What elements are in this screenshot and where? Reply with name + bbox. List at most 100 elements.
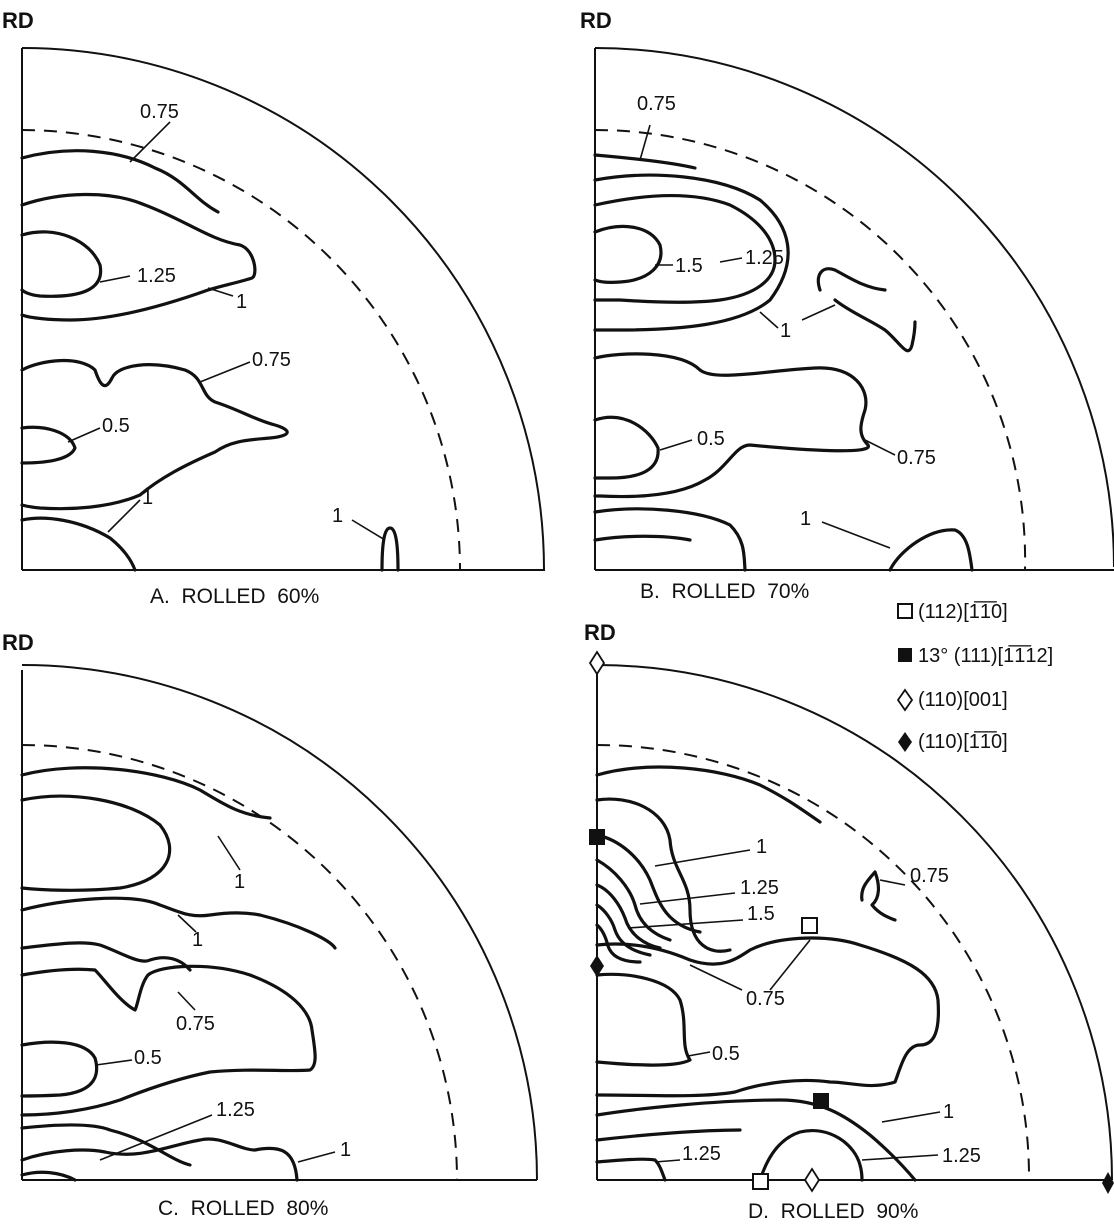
- panel-a-caption: A. ROLLED 60%: [150, 585, 319, 608]
- panel-d-contour-label: 1.25: [740, 877, 779, 899]
- open-square-icon: [752, 1173, 769, 1190]
- panel-d-contour-label: 1.25: [942, 1145, 981, 1167]
- panel-d-contour-label: 1.25: [682, 1143, 721, 1165]
- panel-d-contour: [595, 797, 732, 953]
- panel-d-contour: [595, 903, 652, 957]
- panel-b-contour-label: 0.75: [637, 93, 676, 115]
- filled-diamond-icon: [1102, 1172, 1114, 1194]
- panel-d-dashed-arc: [596, 744, 1031, 1181]
- filled-square-icon: [813, 1093, 829, 1109]
- panel-c-caption: C. ROLLED 80%: [158, 1197, 328, 1220]
- panel-b-contour: [833, 298, 917, 353]
- panel-c-contour: [20, 766, 272, 820]
- panel-d-contour: [595, 765, 822, 824]
- panel-d-contour: [595, 1157, 667, 1182]
- panel-b-axis-label: RD: [580, 8, 612, 33]
- panel-c-contour: [20, 964, 317, 1117]
- panel-d-contour-label: 0.75: [910, 865, 949, 887]
- panel-b-caption: B. ROLLED 70%: [640, 580, 809, 603]
- open-square-icon: [801, 917, 818, 934]
- panel-c-contour: [20, 896, 337, 950]
- panel-c-contour: [20, 1040, 99, 1098]
- panel-d-contour: [595, 833, 702, 934]
- panel-c-contour-label: 1: [234, 871, 245, 893]
- legend-entry-label: (112)[1̅1̅0]: [918, 600, 1008, 623]
- open-diamond-icon: [803, 1167, 821, 1193]
- panel-b-contour-label: 1: [800, 508, 811, 530]
- panel-a-contour: [380, 526, 400, 572]
- panel-d-contour: [860, 870, 897, 922]
- panel-a-contour: [20, 192, 257, 322]
- panel-c-contour: [20, 1123, 192, 1167]
- panel-a-contour-label: 1: [332, 505, 343, 527]
- panel-d-contour: [595, 1128, 742, 1142]
- panel-a-contour-label: 1.25: [137, 265, 176, 287]
- panel-d-axis-label: RD: [584, 620, 616, 645]
- panel-c-contour: [20, 1170, 77, 1182]
- panel-c-contour-label: 0.75: [176, 1013, 215, 1035]
- panel-a-contour-label: 0.75: [252, 349, 291, 371]
- panel-d-contour: [595, 923, 642, 964]
- open-diamond-icon: [896, 688, 914, 712]
- panel-c-contour-label: 1: [192, 929, 203, 951]
- panel-d-contour-label: 0.75: [746, 988, 785, 1010]
- panel-b-contour-label: 0.5: [697, 428, 725, 450]
- panel-d-contour-label: 1.5: [747, 903, 775, 925]
- panel-a-contour: [20, 230, 103, 298]
- panel-b: RD 0.75 1.5 1.25 1 0.5 0.75 1 B. ROLLED …: [580, 8, 1114, 603]
- panel-a-contour: [20, 516, 137, 572]
- panel-b-dashed-arc: [594, 129, 1027, 571]
- panel-b-contour: [593, 534, 692, 542]
- panel-c-contour: [20, 1137, 299, 1182]
- open-diamond-icon: [588, 650, 606, 676]
- panel-d-contour: [595, 972, 692, 1067]
- legend-entry-label: (110)[1̅1̅0]: [918, 730, 1008, 753]
- legend-entry-label: (110)[001]: [918, 689, 1008, 711]
- panel-d-outer-arc: [596, 664, 1113, 1181]
- panel-d-contour: [595, 936, 941, 1098]
- panel-d-contour: [595, 883, 662, 950]
- panel-c-contour-label: 1.25: [216, 1099, 255, 1121]
- panel-b-contour: [593, 415, 660, 480]
- panel-b-contour: [593, 352, 870, 499]
- panel-c-outer-arc: [21, 664, 538, 1181]
- panel-c-dashed-arc: [21, 744, 458, 1181]
- panel-a-contour-label: 0.5: [102, 415, 130, 437]
- panel-c-contour-label: 1: [340, 1139, 351, 1161]
- filled-square-icon: [589, 829, 605, 845]
- panel-b-contour: [593, 224, 663, 284]
- legend: (112)[1̅1̅0] 13° (111)[1̅1̅12] (110)[001…: [896, 600, 1053, 753]
- panel-a: RD 0.75 1.25 1 0.75 0.5 1 1 A. ROLLED 60…: [2, 8, 545, 608]
- panel-d-contour: [595, 858, 672, 942]
- panel-c-contour-label: 0.5: [134, 1047, 162, 1069]
- panel-b-contour: [888, 528, 974, 572]
- panel-d-contour: [595, 1098, 917, 1182]
- panel-c-contour: [20, 941, 192, 972]
- panel-b-contour: [593, 193, 777, 304]
- panel-b-contour-label: 1: [780, 320, 791, 342]
- filled-diamond-icon: [590, 955, 604, 977]
- panel-c-axis-label: RD: [2, 630, 34, 655]
- panel-a-axis-label: RD: [2, 8, 34, 33]
- filled-square-icon: [898, 648, 912, 662]
- panel-b-contour: [816, 267, 887, 292]
- panel-a-contour-label: 1: [142, 487, 153, 509]
- panel-a-contour: [20, 149, 220, 214]
- open-square-icon: [897, 603, 913, 619]
- legend-entry-label: 13° (111)[1̅1̅12]: [918, 644, 1053, 667]
- panel-b-contour-label: 1.5: [675, 255, 703, 277]
- panel-b-outer-arc: [594, 47, 1114, 568]
- panel-a-contour: [20, 359, 289, 511]
- panel-a-contour: [20, 425, 77, 465]
- panel-b-contour: [593, 507, 747, 572]
- panel-d-caption: D. ROLLED 90%: [748, 1200, 918, 1223]
- panel-b-contour: [593, 173, 790, 332]
- panel-d-contour-label: 1: [756, 836, 767, 858]
- panel-d-contour-label: 1: [943, 1101, 954, 1123]
- panel-a-outer-arc: [21, 47, 545, 571]
- panel-b-contour: [593, 153, 697, 170]
- panel-a-contour-label: 1: [236, 291, 247, 313]
- panel-c: RD 1 1 0.75 0.5 1.25 1 C. ROLLED 80%: [2, 630, 538, 1220]
- panel-d-contour: [758, 1129, 864, 1182]
